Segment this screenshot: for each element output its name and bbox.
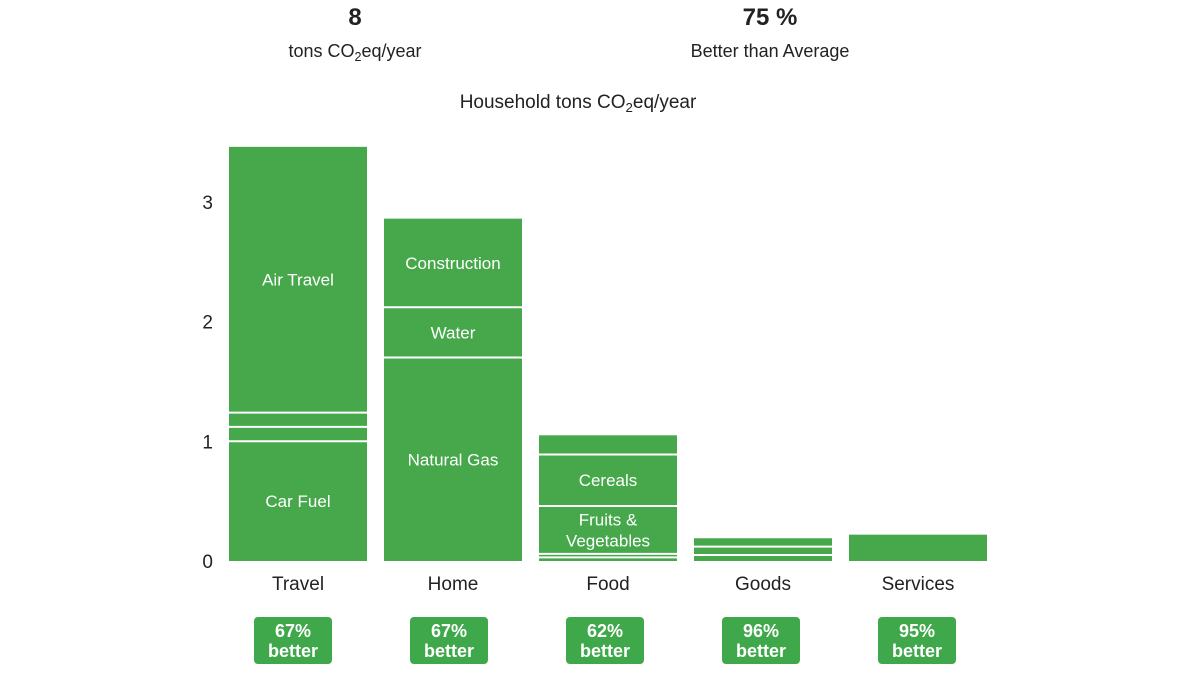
segment-label: Cereals (579, 471, 638, 490)
x-tick-label: Home (428, 574, 479, 595)
segment-label: Construction (405, 254, 500, 273)
segment-label: Fruits & (579, 510, 638, 529)
comparison-badge-travel: 67% better (254, 617, 332, 664)
better-than-average-stat: 75 % Better than Average (620, 4, 920, 62)
bar-segment[interactable] (694, 538, 832, 547)
comparison-badge-services: 95% better (878, 617, 956, 664)
bar-stack-food: Fruits & Vegetables Cereals (539, 435, 677, 561)
segment-label: Car Fuel (265, 492, 330, 511)
x-tick-label: Food (586, 574, 629, 595)
bar-segment[interactable] (229, 426, 367, 442)
badge-percent: 62% (586, 620, 624, 641)
badge-percent: 95% (898, 620, 936, 641)
y-tick-label: 2 (202, 313, 213, 334)
segment-label: Water (431, 323, 476, 342)
bar-segment[interactable] (539, 454, 677, 506)
bar-segment[interactable] (229, 441, 367, 561)
better-than-average-value: 75 % (742, 4, 798, 31)
bar-stack-goods (694, 538, 832, 561)
bar-stack-home: Natural Gas Water Construction (384, 218, 522, 561)
x-tick-label: Services (882, 574, 955, 595)
bar-segment[interactable] (694, 546, 832, 556)
bar-segment[interactable] (849, 534, 987, 561)
chart-title: Household tons CO2eq/year (459, 92, 697, 115)
bar-segment[interactable] (384, 307, 522, 358)
badge-word: better (267, 640, 318, 661)
badge-word: better (579, 640, 630, 661)
bar-stack-travel: Car Fuel Air Travel (229, 146, 367, 561)
badge-percent: 67% (430, 620, 468, 641)
comparison-badge-food: 62% better (566, 617, 644, 664)
bar-segment[interactable] (384, 357, 522, 561)
bar-segment[interactable] (539, 557, 677, 561)
bar-segment[interactable] (694, 555, 832, 561)
badge-word: better (735, 640, 786, 661)
bar-segment[interactable] (384, 218, 522, 308)
bar-segment[interactable] (229, 412, 367, 427)
badge-word: better (891, 640, 942, 661)
bar-segment[interactable] (539, 505, 677, 554)
total-emissions-stat: 8 tons CO2eq/year (255, 4, 455, 64)
segment-label: Vegetables (566, 531, 650, 550)
bar-segment[interactable] (539, 553, 677, 558)
x-tick-label: Travel (272, 574, 324, 595)
total-emissions-unit: tons CO2eq/year (288, 41, 422, 64)
bar-segment[interactable] (539, 435, 677, 455)
total-emissions-value: 8 (348, 4, 362, 31)
bar-stack-services (849, 534, 987, 561)
badge-percent: 96% (742, 620, 780, 641)
segment-label: Natural Gas (408, 450, 499, 469)
comparison-badge-home: 67% better (410, 617, 488, 664)
y-tick-label: 0 (202, 552, 213, 573)
comparison-badge-goods: 96% better (722, 617, 800, 664)
better-than-average-label: Better than Average (690, 41, 850, 61)
bar-segment[interactable] (229, 146, 367, 413)
badge-percent: 67% (274, 620, 312, 641)
x-tick-label: Goods (735, 574, 791, 595)
y-tick-label: 3 (202, 193, 213, 214)
y-tick-label: 1 (202, 432, 213, 453)
badge-word: better (423, 640, 474, 661)
segment-label: Air Travel (262, 271, 334, 290)
